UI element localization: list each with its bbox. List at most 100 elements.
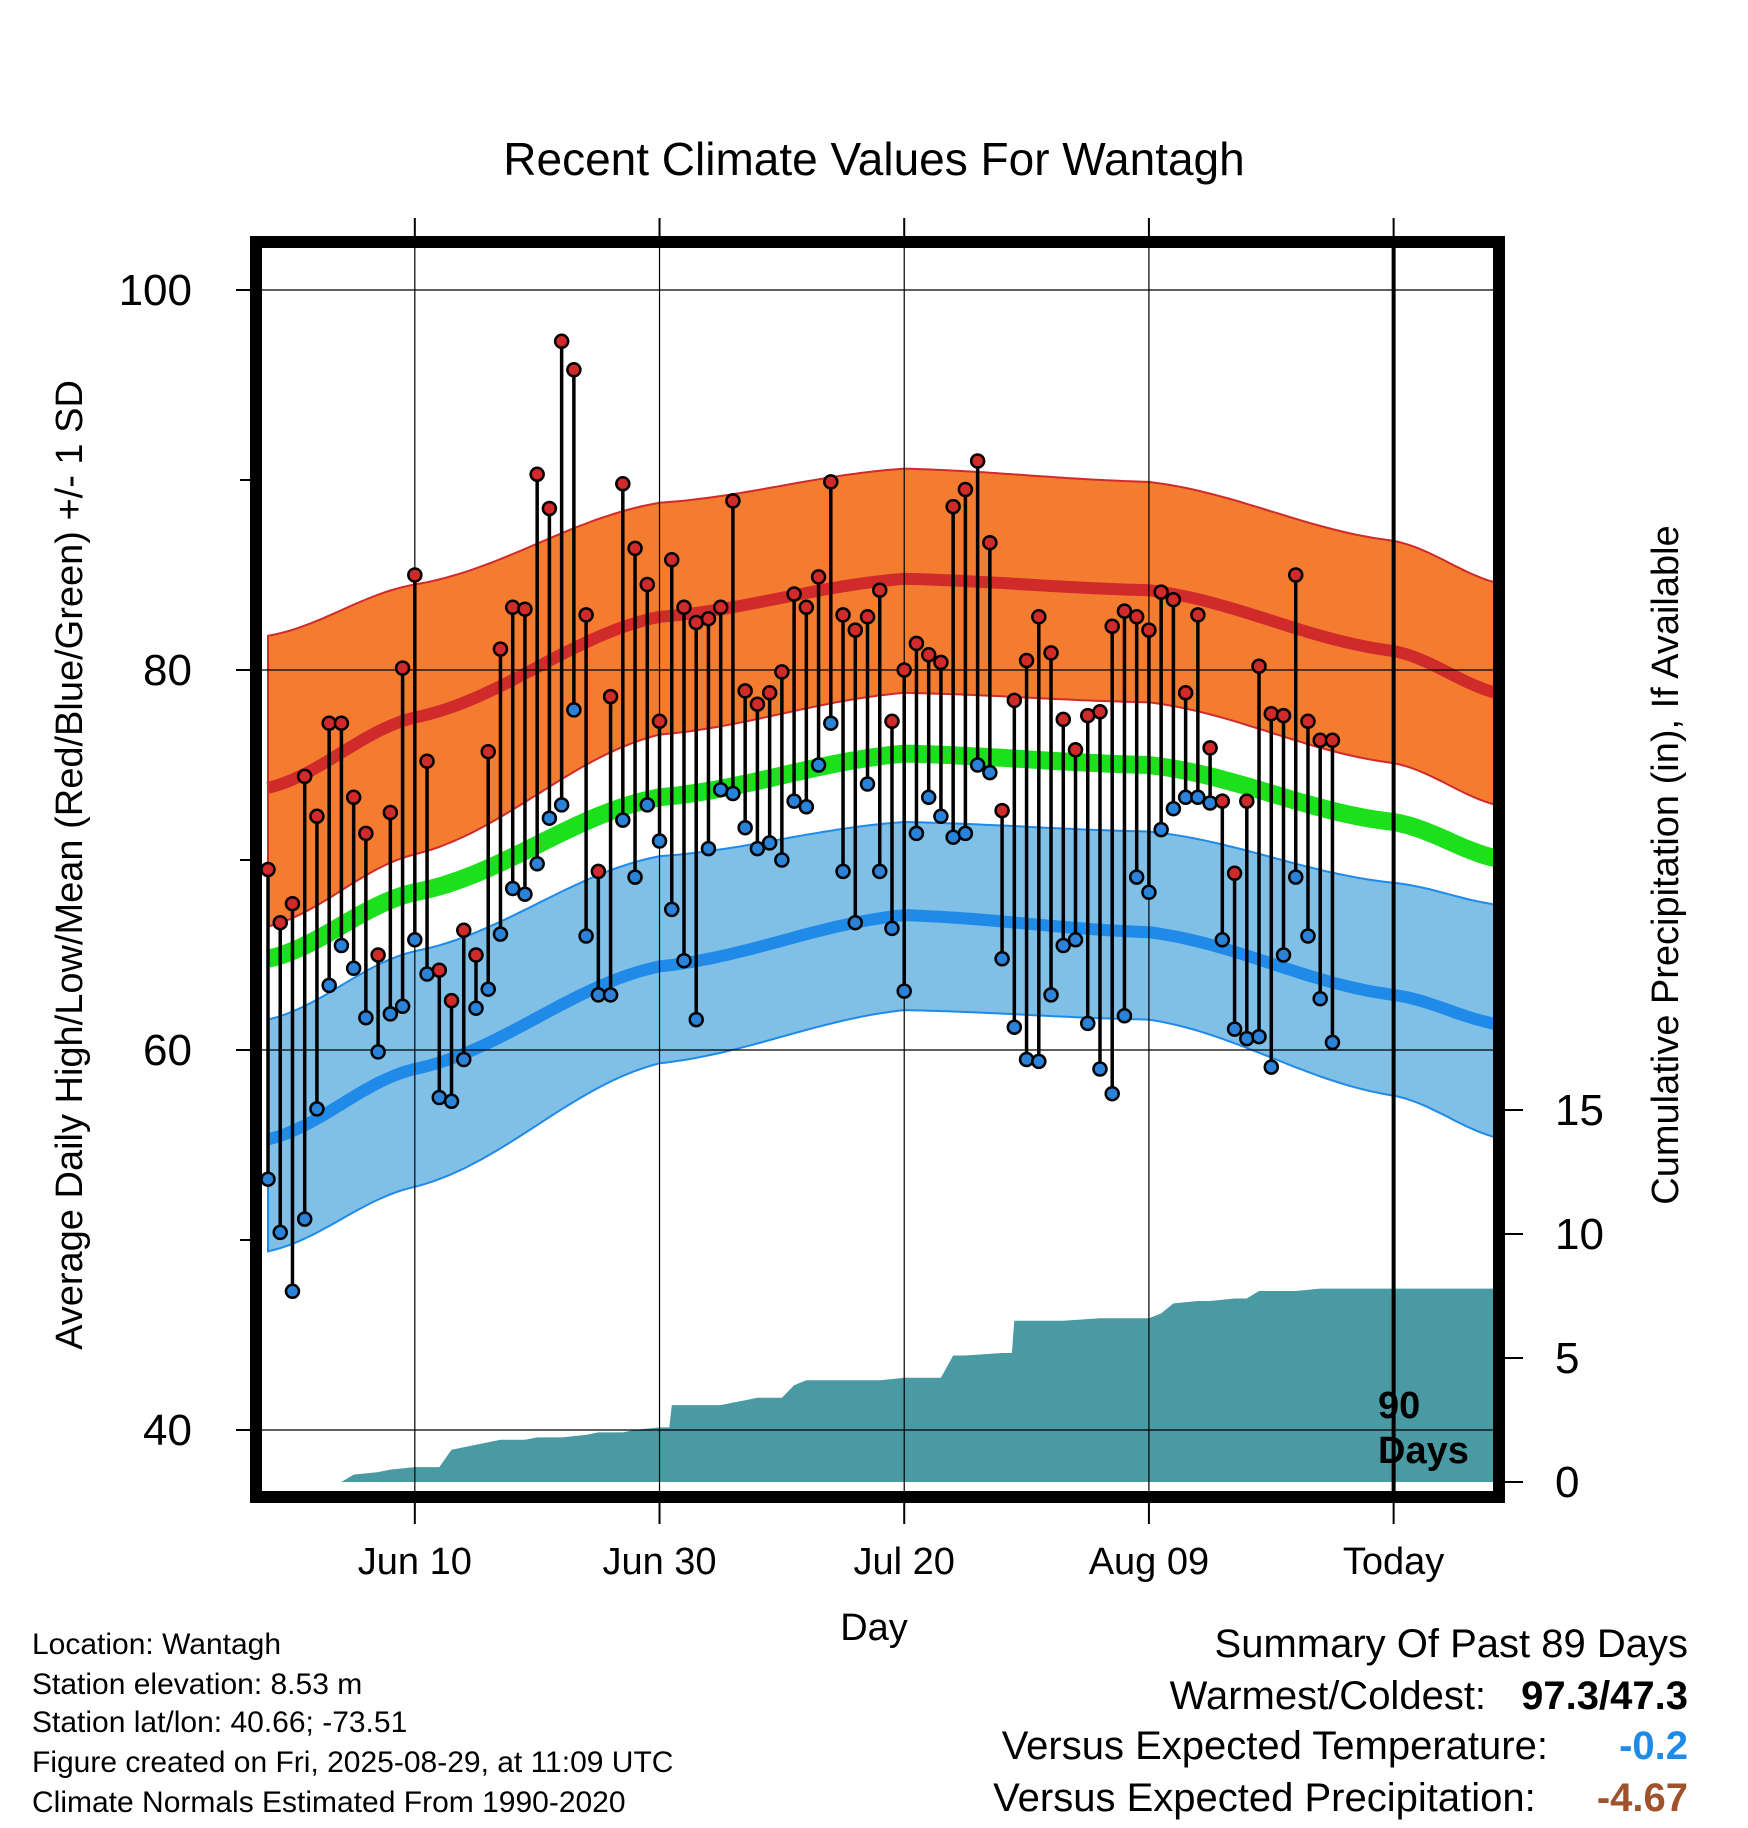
daily-low-point: [761, 835, 778, 851]
high-normal-line: [266, 572, 1493, 794]
daily-low-point: [358, 1009, 374, 1026]
y2-tick-label: 0: [1555, 1458, 1579, 1507]
daily-high-point: [1018, 652, 1035, 669]
daily-high-point: [1226, 865, 1243, 882]
daily-high-point: [566, 362, 582, 378]
daily-high-point: [370, 947, 386, 963]
daily-low-point: [321, 977, 337, 994]
daily-low-point: [627, 869, 643, 885]
daily-high-point: [1104, 618, 1120, 635]
daily-low-point: [1275, 947, 1292, 963]
daily-high-point: [296, 768, 313, 785]
y-tick-label: 60: [143, 1026, 192, 1075]
daily-high-point: [1177, 685, 1194, 701]
daily-low-point: [1226, 1021, 1243, 1037]
daily-low-point: [737, 819, 753, 836]
daily-low-point: [798, 799, 815, 815]
daily-low-point: [1104, 1085, 1120, 1102]
daily-low-point: [639, 797, 656, 813]
daily-high-point: [810, 569, 827, 585]
daily-low-point: [1165, 800, 1182, 817]
daily-low-point: [1263, 1059, 1280, 1075]
daily-high-point: [957, 481, 974, 498]
daily-low-point: [774, 852, 790, 868]
daily-high-point: [823, 474, 839, 490]
daily-high-point: [639, 576, 656, 593]
daily-high-point: [1043, 645, 1059, 661]
daily-low-point: [994, 951, 1010, 967]
daily-high-point: [1067, 742, 1084, 758]
daily-high-point: [798, 599, 815, 616]
daily-high-point: [333, 715, 350, 731]
daily-low-point: [896, 983, 912, 999]
daily-high-point: [1165, 591, 1182, 608]
daily-high-point: [712, 599, 729, 616]
daily-high-point: [358, 825, 374, 842]
daily-low-point: [345, 960, 362, 977]
plot-frame: [250, 236, 1505, 1503]
y-tick-label: 100: [119, 266, 192, 315]
daily-high-point: [1324, 732, 1341, 749]
daily-low-point: [651, 833, 668, 849]
daily-low-point: [664, 901, 680, 918]
meta-elevation: Station elevation: 8.53 m: [32, 1668, 363, 1701]
daily-low-point: [920, 789, 937, 806]
chart-title: Recent Climate Values For Wantagh: [503, 133, 1244, 185]
daily-high-point: [908, 635, 925, 652]
daily-low-point: [1251, 1028, 1267, 1045]
daily-low-point: [370, 1044, 386, 1060]
x-tick-label: Today: [1343, 1541, 1444, 1583]
daily-low-point: [982, 764, 998, 781]
daily-high-point: [517, 601, 533, 617]
daily-high-point: [761, 685, 778, 701]
daily-low-point: [1055, 937, 1072, 954]
y2-tick-label: 15: [1555, 1086, 1604, 1135]
summary-warm-cold-row: Warmest/Coldest: 97.3/47.3: [1170, 1674, 1688, 1719]
daily-low-point: [786, 793, 802, 809]
daily-high-point: [1300, 713, 1316, 730]
daily-high-point: [431, 962, 448, 978]
daily-low-point: [1324, 1034, 1341, 1051]
daily-low-point: [957, 825, 974, 842]
daily-low-point: [1202, 795, 1218, 811]
daily-high-point: [480, 743, 496, 760]
daily-low-point: [823, 715, 839, 731]
daily-low-point: [1312, 990, 1328, 1007]
daily-low-point: [272, 1224, 288, 1241]
daily-low-point: [1018, 1051, 1035, 1068]
daily-high-point: [1275, 707, 1292, 724]
today-annotation-90: 90: [1378, 1385, 1421, 1427]
daily-low-point: [749, 840, 766, 857]
daily-low-point: [504, 880, 521, 897]
summary-precip-label: Versus Expected Precipitation:: [993, 1776, 1536, 1820]
daily-low-point: [1214, 932, 1231, 948]
daily-high-point: [529, 466, 545, 483]
daily-high-point: [1263, 705, 1280, 722]
daily-high-point: [945, 498, 961, 515]
daily-high-point: [786, 586, 802, 602]
y-axis-label: Average Daily High/Low/Mean (Red/Blue/Gr…: [49, 380, 91, 1350]
daily-low-point: [517, 886, 533, 902]
daily-low-point: [700, 840, 717, 857]
daily-low-point: [1006, 1019, 1023, 1035]
daily-high-point: [553, 333, 570, 350]
daily-high-point: [884, 713, 900, 730]
daily-low-point: [676, 952, 692, 969]
daily-low-point: [1043, 987, 1059, 1003]
daily-low-point: [884, 920, 900, 937]
summary-warm-cold-label: Warmest/Coldest:: [1169, 1674, 1487, 1718]
daily-high-point: [737, 683, 753, 699]
mean-normal-line: [265, 744, 1493, 968]
daily-low-point: [1079, 1015, 1096, 1032]
daily-high-point: [1031, 609, 1047, 625]
daily-high-point: [1239, 793, 1255, 809]
daily-low-point: [468, 1000, 484, 1016]
daily-low-point: [333, 937, 350, 954]
daily-high-point: [1287, 567, 1304, 583]
daily-low-point: [1128, 869, 1145, 885]
low-sd-band: [267, 820, 1493, 1253]
x-tick-label: Aug 09: [1089, 1541, 1209, 1583]
daily-high-point: [345, 789, 362, 806]
x-tick-label: Jun 30: [602, 1541, 716, 1583]
